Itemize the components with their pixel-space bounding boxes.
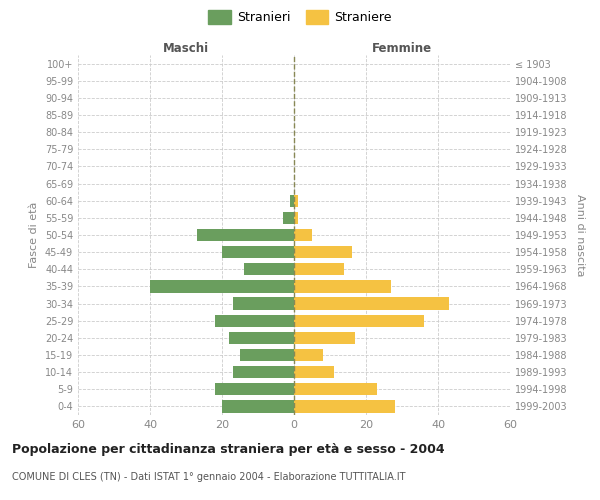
Text: Popolazione per cittadinanza straniera per età e sesso - 2004: Popolazione per cittadinanza straniera p… bbox=[12, 442, 445, 456]
Legend: Stranieri, Straniere: Stranieri, Straniere bbox=[205, 6, 395, 28]
Bar bbox=[294, 314, 424, 327]
Bar bbox=[244, 263, 294, 276]
Bar bbox=[294, 298, 449, 310]
Bar bbox=[294, 280, 391, 292]
Text: COMUNE DI CLES (TN) - Dati ISTAT 1° gennaio 2004 - Elaborazione TUTTITALIA.IT: COMUNE DI CLES (TN) - Dati ISTAT 1° genn… bbox=[12, 472, 406, 482]
Bar bbox=[294, 349, 323, 361]
Bar bbox=[150, 280, 294, 292]
Bar bbox=[294, 366, 334, 378]
Bar bbox=[283, 212, 294, 224]
Bar bbox=[222, 400, 294, 412]
Bar bbox=[222, 246, 294, 258]
Bar bbox=[233, 298, 294, 310]
Y-axis label: Anni di nascita: Anni di nascita bbox=[575, 194, 584, 276]
Bar bbox=[215, 383, 294, 396]
Bar bbox=[197, 229, 294, 241]
Bar bbox=[229, 332, 294, 344]
Bar bbox=[294, 229, 312, 241]
Bar bbox=[294, 263, 344, 276]
Bar bbox=[215, 314, 294, 327]
Bar bbox=[294, 400, 395, 412]
Bar bbox=[294, 383, 377, 396]
Text: Maschi: Maschi bbox=[163, 42, 209, 55]
Bar bbox=[240, 349, 294, 361]
Bar bbox=[290, 194, 294, 207]
Bar bbox=[294, 246, 352, 258]
Bar bbox=[294, 194, 298, 207]
Y-axis label: Fasce di età: Fasce di età bbox=[29, 202, 39, 268]
Bar bbox=[294, 212, 298, 224]
Text: Femmine: Femmine bbox=[372, 42, 432, 55]
Bar bbox=[294, 332, 355, 344]
Bar bbox=[233, 366, 294, 378]
